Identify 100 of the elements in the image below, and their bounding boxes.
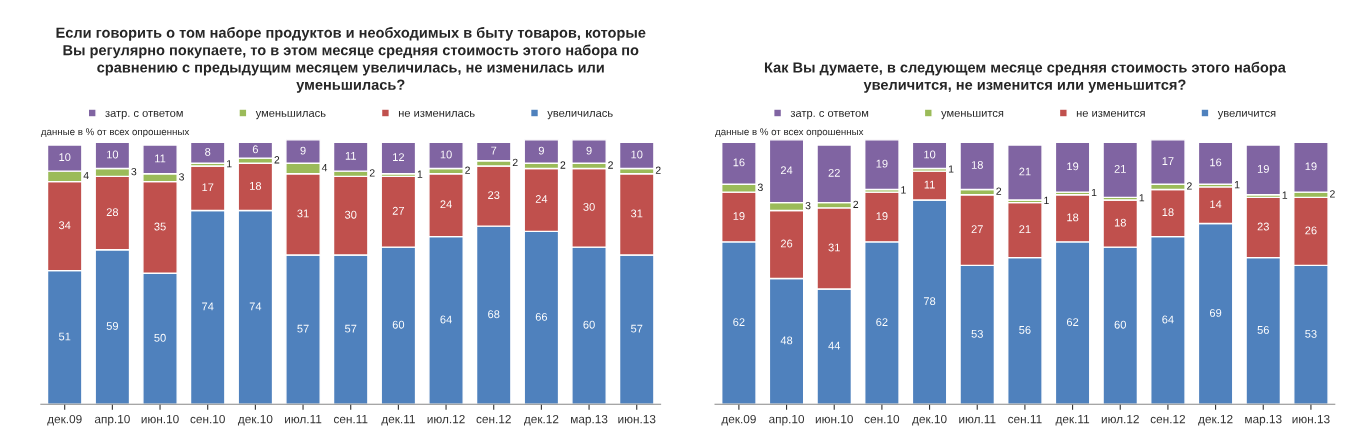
data-label: 78	[923, 297, 936, 306]
data-label: 74	[249, 302, 262, 311]
x-tick-label: сен.11	[333, 415, 368, 424]
x-tick-label: июн.10	[141, 414, 179, 424]
x-tick-label: июн.10	[815, 414, 853, 424]
data-label: 2	[996, 187, 1002, 195]
data-label: 2	[1187, 182, 1192, 190]
data-label: 10	[631, 150, 643, 159]
x-tick-label: дек.11	[381, 415, 415, 426]
x-tick-label: дек.10	[912, 414, 947, 426]
data-label: 11	[924, 180, 935, 189]
data-label: 21	[1019, 167, 1031, 176]
data-label: 68	[488, 310, 500, 319]
data-label: 74	[202, 302, 214, 311]
x-tick-label: мар.13	[571, 414, 608, 426]
data-label: 69	[1209, 308, 1222, 317]
data-label: 6	[252, 145, 258, 154]
data-label: 17	[202, 183, 214, 192]
data-label: 31	[630, 209, 643, 218]
x-tick-label: апр.10	[94, 414, 130, 426]
bar	[959, 141, 996, 191]
data-label: 2	[608, 161, 613, 169]
data-label: 2	[655, 166, 661, 174]
data-label: 35	[154, 222, 166, 231]
data-label: 1	[417, 170, 423, 178]
bar	[189, 141, 226, 165]
data-label: 62	[1066, 318, 1079, 327]
data-label: 30	[583, 202, 595, 211]
data-label: 21	[1019, 225, 1031, 233]
data-label: 7	[491, 146, 497, 155]
data-label: 1	[948, 165, 954, 173]
x-tick-label: апр.10	[769, 414, 805, 426]
x-tick-label: дек.12	[524, 414, 559, 426]
data-label: 3	[179, 173, 184, 181]
data-label: 57	[344, 324, 357, 333]
data-label: 9	[586, 146, 592, 155]
data-label: 26	[1305, 226, 1317, 235]
x-tick-label: мар.13	[1245, 414, 1282, 426]
data-label: 19	[733, 212, 745, 220]
bar	[1007, 144, 1043, 201]
x-tick-label: дек.09	[721, 414, 756, 426]
data-label: 28	[106, 208, 119, 217]
data-label: 30	[344, 210, 357, 219]
data-label: 18	[1114, 218, 1126, 227]
x-tick-label: дек.12	[1198, 414, 1233, 426]
data-label: 26	[780, 239, 793, 248]
data-label: 19	[1067, 162, 1079, 171]
data-label: 16	[733, 158, 745, 167]
data-label: 23	[1257, 222, 1269, 231]
legend-label: не изменилась	[398, 110, 475, 117]
x-tick-label: сен.12	[1150, 414, 1186, 424]
data-label: 16	[1210, 158, 1222, 167]
x-tick-label: дек.10	[237, 414, 273, 426]
x-tick-label: июн.13	[618, 414, 656, 424]
chart-title: Как Вы думаете, в следующем месяце средняя стоимость этого набора увеличится, не изменится или уменьшится?	[764, 61, 1286, 93]
bar	[1054, 141, 1091, 193]
data-label: 10	[440, 150, 452, 159]
data-label: 62	[876, 318, 888, 327]
data-label: 2	[560, 161, 566, 169]
data-label: 24	[780, 166, 793, 175]
text: данные в % от всех опрошенных	[40, 128, 190, 138]
data-label: 19	[1305, 162, 1317, 171]
legend-label: уменьшилась	[255, 110, 326, 120]
chart-title: Если говорить о том наборе продуктов и необходимых в быту товаров, которые Вы регулярно покупаете, то в этом месяце средняя стоимость этого набора по сравнению с предыдущим месяцем увеличилась, не изменилась или уменьшилась?	[56, 27, 646, 93]
data-label: 57	[297, 324, 309, 333]
x-tick-label: сен.12	[476, 414, 511, 424]
data-label: 27	[392, 206, 405, 215]
text: данные в % от всех опрошенных	[715, 128, 864, 138]
data-label: 59	[106, 322, 119, 330]
data-label: 10	[107, 150, 119, 159]
data-label: 60	[392, 320, 405, 329]
data-label: 3	[131, 167, 137, 176]
bar	[523, 139, 560, 165]
x-tick-label: июл.11	[959, 415, 996, 424]
x-tick-label: дек.09	[47, 414, 82, 426]
data-label: 34	[58, 221, 71, 230]
data-label: 14	[1210, 200, 1222, 209]
legend-label: затр. с ответом	[105, 110, 183, 120]
legend-label: увеличилась	[547, 110, 613, 120]
data-label: 56	[1257, 326, 1269, 334]
data-label: 2	[853, 200, 859, 208]
data-label: 62	[733, 318, 745, 327]
data-label: 64	[440, 315, 452, 324]
legend-label: не изменится	[1076, 110, 1145, 117]
data-label: 2	[512, 158, 518, 167]
x-tick-label: июл.12	[1101, 414, 1139, 424]
bar	[1197, 141, 1234, 185]
data-label: 1	[901, 186, 906, 194]
data-label: 50	[154, 333, 166, 342]
data-label: 1	[1091, 188, 1097, 197]
x-tick-label: дек.11	[1055, 415, 1090, 426]
data-label: 9	[538, 146, 544, 155]
data-label: 23	[488, 191, 500, 200]
data-label: 44	[828, 341, 841, 350]
data-label: 19	[876, 159, 888, 168]
data-label: 60	[1114, 320, 1126, 329]
data-label: 2	[274, 156, 280, 164]
data-label: 2	[1330, 190, 1335, 198]
data-label: 51	[58, 332, 71, 341]
bar	[618, 141, 655, 170]
